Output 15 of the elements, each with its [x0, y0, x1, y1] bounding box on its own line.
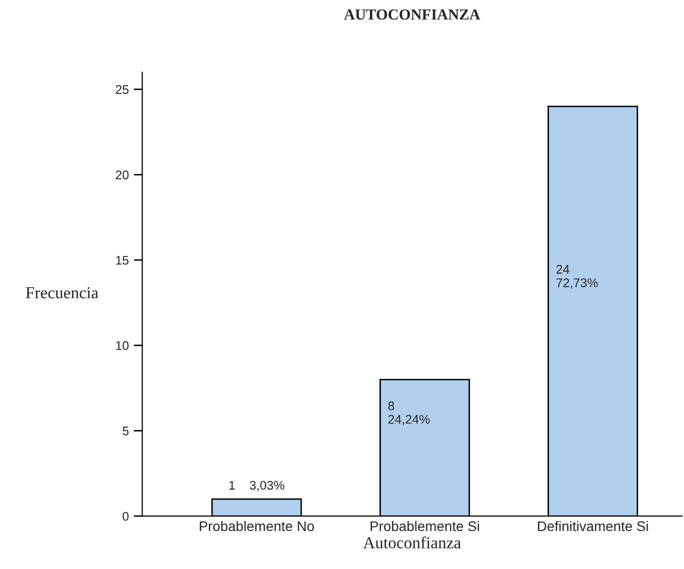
y-tick-label: 5: [122, 426, 129, 436]
x-tick-label: Probablemente No: [200, 520, 314, 532]
data-label: 1 3,03%: [229, 480, 284, 492]
x-tick-label: Definitivamente Si: [538, 520, 648, 532]
x-axis-title: Autoconfianza: [363, 536, 461, 548]
y-tick-label: 15: [116, 256, 129, 265]
y-tick-label: 0: [122, 512, 129, 521]
y-tick-label: 25: [116, 85, 129, 94]
y-axis-title: Frecuencia: [26, 287, 98, 298]
data-label: 8 24,24%: [388, 401, 430, 426]
chart-title: AUTOCONFIANZA: [344, 9, 480, 20]
y-tick-label: 10: [116, 341, 129, 350]
y-tick-label: 20: [116, 170, 129, 180]
x-tick-label: Probablemente Si: [370, 520, 479, 532]
data-label: 24 72,73%: [556, 264, 598, 289]
